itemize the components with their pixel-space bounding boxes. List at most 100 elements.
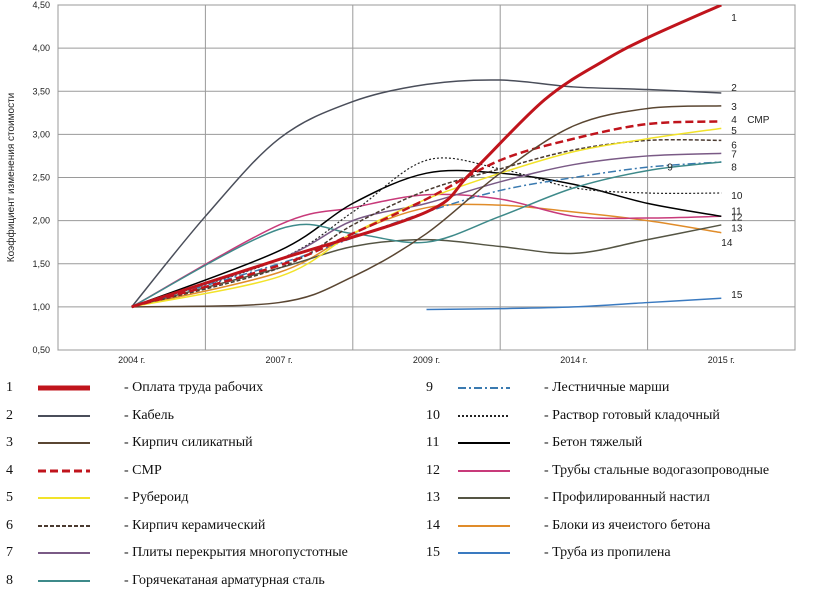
y-tick-label: 1,00: [32, 302, 50, 312]
series-end-label: 3: [731, 102, 737, 113]
series-end-label: 9: [667, 162, 673, 173]
legend-item: 11 - Бетон тяжелый: [426, 431, 642, 455]
legend-item: 4 - СМР: [6, 459, 162, 483]
legend-item: 8 - Горячекатаная арматурная сталь: [6, 569, 325, 593]
legend-swatch: [458, 497, 510, 499]
legend-swatch: [38, 469, 90, 472]
legend-swatch: [38, 497, 90, 499]
y-tick-label: 0,50: [32, 345, 50, 355]
series-end-label: 12: [731, 212, 743, 223]
legend-label: - Кирпич силикатный: [124, 435, 253, 450]
legend-swatch: [458, 552, 510, 554]
legend-item: 12 - Трубы стальные водогазопроводные: [426, 459, 769, 483]
legend-label: - Трубы стальные водогазопроводные: [544, 462, 770, 478]
y-tick-label: 3,50: [32, 86, 50, 96]
legend-label: - Оплата труда рабочих: [124, 380, 264, 395]
legend-label: - Раствор готовый кладочный: [544, 407, 720, 423]
x-tick-label: 2007 г.: [265, 355, 292, 365]
legend-number: 14: [426, 517, 440, 533]
series-end-label: 14: [721, 238, 733, 249]
y-tick-label: 3,00: [32, 129, 50, 139]
series-end-label: 11: [731, 206, 742, 217]
legend-number: 3: [6, 435, 13, 450]
legend-number: 15: [426, 545, 440, 560]
legend-swatch: [458, 442, 510, 444]
legend-label: - СМР: [124, 462, 162, 478]
legend-swatch: [458, 414, 510, 417]
legend-item: 14 - Блоки из ячеистого бетона: [426, 514, 710, 538]
chart-legend: 1 - Оплата труда рабочих 2 - Кабель 3 - Кирпи…: [0, 372, 827, 592]
legend-label: - Рубероид: [124, 490, 189, 505]
legend-swatch: [38, 552, 90, 554]
legend-number: 12: [426, 462, 440, 478]
legend-item: 6 - Кирпич керамический: [6, 514, 265, 538]
y-tick-label: 2,00: [32, 216, 50, 226]
legend-swatch: [38, 579, 90, 582]
legend-item: 13 - Профилированный настил: [426, 486, 710, 510]
legend-swatch: [458, 387, 510, 389]
y-tick-label: 4,00: [32, 43, 50, 53]
series-line-9: [131, 161, 722, 308]
y-tick-label: 2,50: [32, 173, 50, 183]
x-tick-label: 2004 г.: [118, 355, 145, 365]
line-chart: 0,50 1,00 1,50 2,00 2,50 3,00 3,50 4,00 4,50 2004…: [5, 0, 796, 365]
legend-number: 5: [6, 490, 13, 505]
legend-number: 1: [6, 380, 13, 395]
series-line-15: [426, 297, 722, 311]
legend-item: 1 - Оплата труда рабочих: [6, 376, 263, 400]
legend-label: - Кабель: [124, 407, 175, 423]
series-line-2: [131, 79, 722, 308]
legend-number: 6: [6, 517, 13, 533]
legend-item: 10 - Раствор готовый кладочный: [426, 404, 720, 428]
y-tick-label: 4,50: [32, 0, 50, 10]
series-end-label: 4: [731, 115, 737, 126]
series-end-label: 1: [731, 13, 737, 24]
legend-swatch: [38, 524, 90, 527]
legend-label: - Кирпич керамический: [124, 517, 266, 533]
x-tick-label: 2014 г.: [560, 355, 587, 365]
legend-label: - Труба из пропилена: [544, 545, 671, 560]
legend-swatch: [458, 469, 510, 472]
series-end-label: СМР: [747, 115, 769, 126]
legend-label: - Профилированный настил: [544, 490, 710, 505]
legend-number: 11: [426, 435, 440, 450]
series-line-5: [131, 127, 722, 308]
legend-item: 9 - Лестничные марши: [426, 376, 669, 400]
legend-label: - Блоки из ячеистого бетона: [544, 517, 711, 533]
legend-swatch: [38, 414, 90, 417]
legend-item: 5 - Рубероид: [6, 486, 189, 510]
legend-number: 4: [6, 462, 13, 478]
legend-number: 10: [426, 407, 440, 423]
legend-swatch: [38, 385, 90, 391]
legend-number: 9: [426, 380, 433, 395]
legend-item: 15 - Труба из пропилена: [426, 541, 671, 565]
series-end-label: 7: [731, 149, 737, 160]
series-end-label: 6: [731, 141, 737, 152]
series-end-label: 5: [731, 126, 737, 137]
series-end-label: 15: [731, 290, 743, 301]
legend-label: - Лестничные марши: [544, 380, 670, 395]
legend-number: 2: [6, 407, 13, 423]
series-end-label: 10: [731, 191, 743, 202]
y-tick-label: 1,50: [32, 259, 50, 269]
series-line-11: [131, 169, 722, 308]
legend-item: 7 - Плиты перекрытия многопустотные: [6, 541, 348, 565]
legend-swatch: [38, 442, 90, 444]
legend-item: 2 - Кабель: [6, 404, 174, 428]
legend-number: 13: [426, 490, 440, 505]
series-end-label: 2: [731, 83, 737, 94]
legend-label: - Бетон тяжелый: [544, 435, 643, 450]
legend-swatch: [458, 524, 510, 527]
legend-number: 8: [6, 572, 13, 588]
x-tick-label: 2009 г.: [413, 355, 440, 365]
series-line-4: [131, 120, 722, 309]
series-line-8: [131, 161, 722, 308]
series-end-label: 8: [731, 162, 737, 173]
series-line-12: [131, 193, 722, 308]
legend-label: - Горячекатаная арматурная сталь: [124, 572, 325, 588]
series-end-label: 13: [731, 224, 743, 235]
series-line-3: [131, 105, 722, 308]
x-tick-label: 2015 г.: [708, 355, 735, 365]
series-line-1: [131, 5, 722, 309]
legend-item: 3 - Кирпич силикатный: [6, 431, 253, 455]
